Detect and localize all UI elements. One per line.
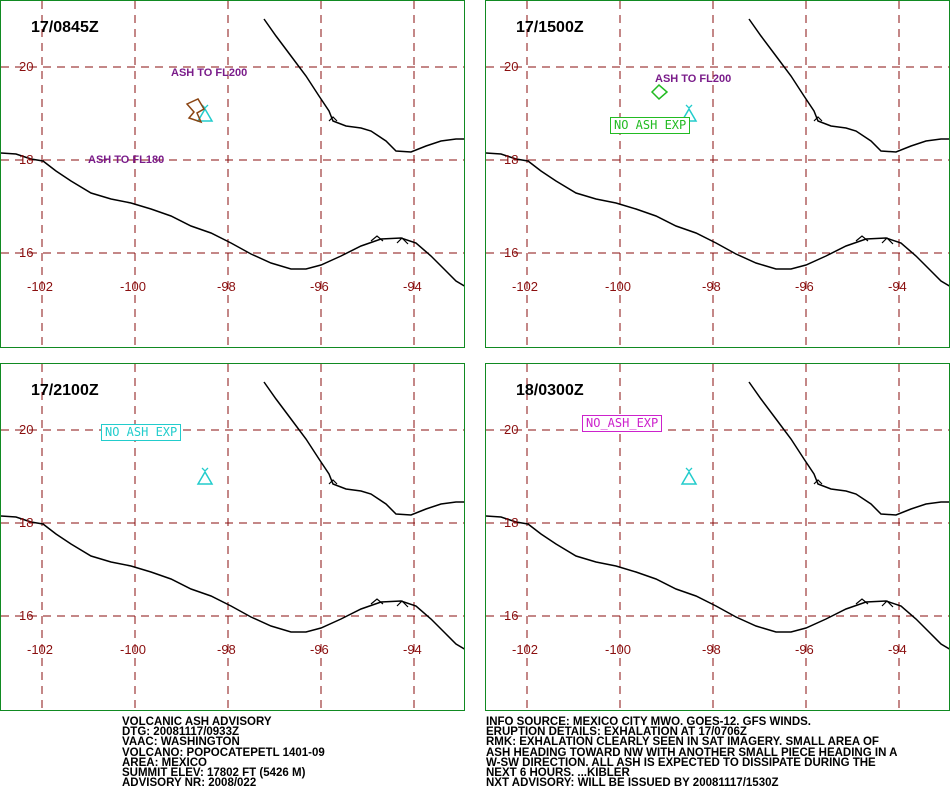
coastline-pacific — [486, 152, 949, 287]
map-panel-2: 17/1500Z ASH TO FL200 NO ASH EXP 20 18 16 -… — [485, 0, 950, 348]
coastline-gulf — [748, 18, 949, 153]
volcano-icon — [680, 470, 698, 485]
coastline-pacific — [486, 515, 949, 650]
map-panel-4: 18/0300Z NO_ASH_EXP 20 18 16 -102 -100 -98 -96… — [485, 363, 950, 711]
ash-label: ASH TO FL180 — [88, 154, 165, 166]
advisory-line: VAAC: WASHINGTON — [122, 736, 240, 749]
coastline-gulf — [263, 18, 464, 153]
coast-detail — [328, 479, 409, 608]
map-canvas — [486, 1, 949, 347]
status-box: NO ASH EXP — [101, 424, 182, 441]
ash-label: ASH TO FL200 — [655, 73, 732, 85]
longitude-label: -96 — [795, 642, 814, 657]
volcano-icon — [196, 470, 214, 485]
advisory-line: DTG: 20081117/0933Z — [122, 726, 239, 739]
latitude-label: 16 — [19, 608, 34, 623]
advisory-line: VOLCANO: POPOCATEPETL 1401-09 — [122, 746, 325, 759]
ash-cloud-polygon — [185, 98, 206, 124]
status-box: NO ASH EXP — [610, 117, 691, 134]
longitude-label: -94 — [403, 279, 422, 294]
status-box: NO_ASH_EXP — [582, 415, 663, 432]
longitude-label: -96 — [310, 279, 329, 294]
advisory-line: RMK: EXHALATION CLEARLY SEEN IN SAT IMAG… — [486, 736, 879, 749]
advisory-remarks: INFO SOURCE: MEXICO CITY MWO. GOES-12. G… — [486, 716, 898, 790]
longitude-label: -100 — [605, 279, 632, 294]
longitude-label: -98 — [217, 642, 236, 657]
map-canvas — [1, 1, 464, 347]
advisory-line: ADVISORY NR: 2008/022 — [122, 777, 257, 790]
forecast-time: 17/1500Z — [516, 19, 584, 36]
latitude-label: 20 — [504, 422, 519, 437]
ash-label: ASH TO FL200 — [171, 67, 248, 79]
advisory-line: INFO SOURCE: MEXICO CITY MWO. GOES-12. G… — [486, 716, 812, 728]
latitude-label: 20 — [19, 422, 34, 437]
latitude-label: 18 — [19, 515, 34, 530]
advisory-line: VOLCANIC ASH ADVISORY — [122, 716, 272, 728]
volcano-plume — [685, 104, 693, 109]
advisory-line: AREA: MEXICO — [122, 756, 207, 769]
longitude-label: -102 — [512, 642, 539, 657]
longitude-label: -100 — [120, 642, 147, 657]
longitude-label: -94 — [888, 642, 907, 657]
longitude-label: -94 — [888, 279, 907, 294]
longitude-label: -96 — [795, 279, 814, 294]
longitude-label: -102 — [27, 642, 54, 657]
longitude-label: -100 — [605, 642, 632, 657]
forecast-time: 17/0845Z — [31, 19, 99, 36]
latitude-label: 20 — [504, 59, 519, 74]
longitude-label: -96 — [310, 642, 329, 657]
forecast-time: 18/0300Z — [516, 382, 584, 399]
longitude-label: -94 — [403, 642, 422, 657]
map-panel-1: 17/0845Z ASH TO FL200 ASH TO FL180 20 18 1… — [0, 0, 465, 348]
ash-cloud-polygon — [650, 83, 669, 101]
volcano-plume — [201, 467, 209, 472]
latitude-label: 16 — [504, 245, 519, 260]
map-canvas — [486, 364, 949, 710]
longitude-label: -98 — [217, 279, 236, 294]
advisory-header: VOLCANIC ASH ADVISORY DTG: 20081117/0933… — [122, 716, 325, 790]
longitude-label: -98 — [702, 642, 721, 657]
advisory-line: NEXT 6 HOURS. ...KIBLER — [486, 766, 630, 779]
longitude-label: -102 — [512, 279, 539, 294]
coast-detail — [813, 116, 894, 245]
forecast-time: 17/2100Z — [31, 382, 99, 399]
coastline-pacific — [1, 152, 464, 287]
map-canvas — [1, 364, 464, 710]
coast-detail — [813, 479, 894, 608]
volcano-plume — [685, 467, 693, 472]
latitude-label: 18 — [504, 152, 519, 167]
longitude-label: -102 — [27, 279, 54, 294]
map-panel-3: 17/2100Z NO ASH EXP 20 18 16 -102 -100 -98 -96… — [0, 363, 465, 711]
coast-detail — [328, 116, 409, 245]
coastline-gulf — [748, 381, 949, 516]
latitude-label: 16 — [19, 245, 34, 260]
advisory-line: W-SW DIRECTION. ALL ASH IS EXPECTED TO D… — [486, 756, 876, 769]
latitude-label: 18 — [504, 515, 519, 530]
latitude-label: 18 — [19, 152, 34, 167]
latitude-label: 16 — [504, 608, 519, 623]
advisory-line: ASH HEADING TOWARD NW WITH ANOTHER SMALL… — [486, 746, 898, 759]
advisory-line: NXT ADVISORY: WILL BE ISSUED BY 20081117… — [486, 777, 779, 790]
advisory-line: ERUPTION DETAILS: EXHALATION AT 17/0706Z — [486, 726, 747, 739]
advisory-line: SUMMIT ELEV: 17802 FT (5426 M) — [122, 766, 306, 779]
coastline-gulf — [263, 381, 464, 516]
longitude-label: -98 — [702, 279, 721, 294]
longitude-label: -100 — [120, 279, 147, 294]
volcano-icon — [196, 107, 214, 122]
latitude-label: 20 — [19, 59, 34, 74]
coastline-pacific — [1, 515, 464, 650]
